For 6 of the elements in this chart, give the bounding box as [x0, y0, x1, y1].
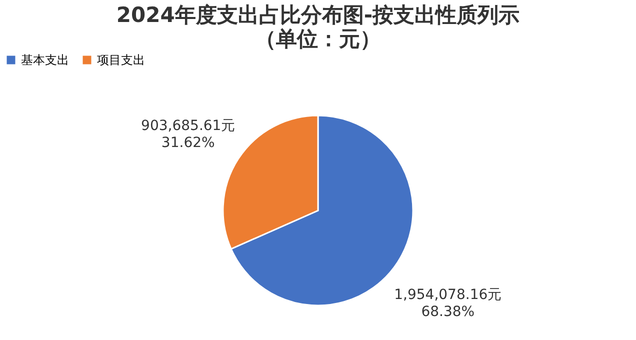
chart-subtitle: （单位：元）	[255, 27, 381, 51]
data-label: 903,685.61元 31.62%	[141, 118, 236, 151]
legend-label: 项目支出	[97, 53, 145, 67]
chart-title: 2024年度支出占比分布图-按支出性质列示	[116, 3, 520, 27]
legend-label: 基本支出	[21, 53, 69, 67]
data-label: 1,954,078.16元 68.38%	[394, 287, 502, 320]
